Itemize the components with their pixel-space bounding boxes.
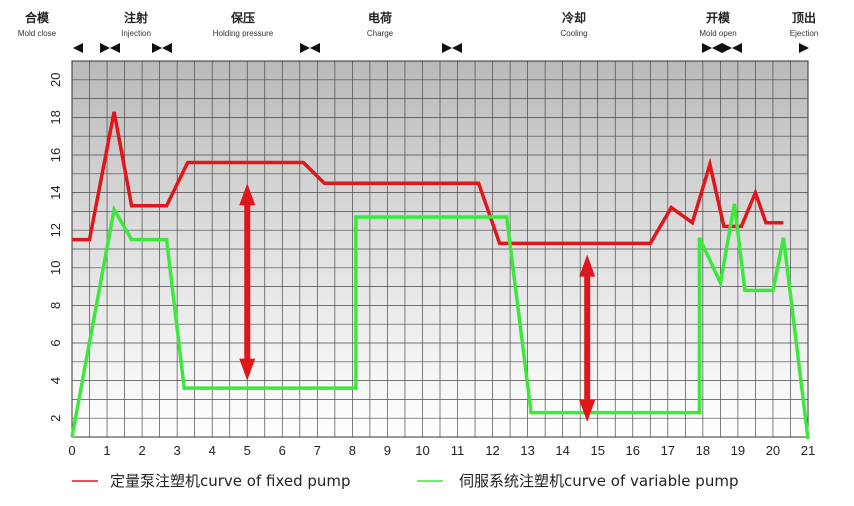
- x-tick-label: 9: [384, 443, 391, 458]
- x-tick-label: 10: [415, 443, 429, 458]
- phase-marker-bowtie-right: [110, 43, 120, 53]
- x-tick-label: 2: [138, 443, 145, 458]
- phase-label-en: Ejection: [790, 29, 818, 38]
- arrow-head-down: [579, 399, 596, 422]
- legend: 定量泵注塑机curve of fixed pump 伺服系统注塑机curve of…: [72, 472, 738, 490]
- double-arrow: [579, 254, 596, 422]
- phase-marker-bowtie-left: [722, 43, 732, 53]
- y-tick-label: 18: [48, 110, 63, 124]
- x-tick-label: 19: [731, 443, 745, 458]
- x-tick-label: 18: [696, 443, 710, 458]
- plot-border: [71, 60, 809, 438]
- series-group: [70, 111, 810, 440]
- y-tick-label: 16: [48, 148, 63, 162]
- x-tick-labels: 0 1 2 3 4 5 6 7 8 9 10 11 12 13 14 15 16 17 18 19 20 21: [68, 443, 815, 458]
- phase-label-cn: 开模: [706, 10, 731, 25]
- y-tick-label: 6: [48, 339, 63, 346]
- x-tick-label: 16: [626, 443, 640, 458]
- phase-marker-bowtie-right: [712, 43, 722, 53]
- x-tick-label: 11: [451, 443, 465, 458]
- legend-label: 伺服系统注塑机curve of variable pump: [459, 472, 738, 490]
- x-tick-label: 13: [520, 443, 534, 458]
- x-tick-label: 6: [279, 443, 286, 458]
- arrow-head-up: [239, 183, 256, 206]
- phase-label-en: Mold open: [699, 29, 736, 38]
- x-tick-label: 5: [244, 443, 251, 458]
- double-arrow: [239, 183, 256, 381]
- y-tick-label: 12: [48, 223, 63, 237]
- phase-marker-left: [73, 43, 83, 53]
- x-tick-label: 15: [590, 443, 604, 458]
- y-tick-label: 20: [48, 73, 63, 87]
- phase-marker-bowtie-left: [152, 43, 162, 53]
- phase-marker-bowtie-right: [162, 43, 172, 53]
- phase-label-cn: 合模: [25, 10, 50, 25]
- phase-label-en: Charge: [367, 29, 394, 38]
- arrow-shaft: [584, 274, 591, 402]
- fixed-pump-curve: [72, 111, 784, 246]
- x-tick-label: 1: [103, 443, 110, 458]
- arrow-head-up: [579, 254, 596, 277]
- phase-labels: 合模 Mold close 注射 Injection 保压 Holding pressur…: [18, 10, 818, 53]
- x-tick-label: 12: [485, 443, 499, 458]
- x-tick-label: 4: [209, 443, 216, 458]
- x-tick-label: 3: [174, 443, 181, 458]
- grid: [71, 60, 809, 438]
- legend-label: 定量泵注塑机curve of fixed pump: [110, 472, 351, 490]
- phase-marker-bowtie-left: [300, 43, 310, 53]
- phase-marker-bowtie-right: [452, 43, 462, 53]
- x-tick-label: 7: [314, 443, 321, 458]
- x-tick-label: 20: [766, 443, 780, 458]
- x-tick-label: 8: [349, 443, 356, 458]
- x-tick-label: 14: [555, 443, 569, 458]
- x-tick-label: 17: [661, 443, 675, 458]
- phase-marker-bowtie-right: [310, 43, 320, 53]
- y-tick-label: 2: [48, 415, 63, 422]
- phase-label-en: Holding pressure: [213, 29, 274, 38]
- phase-label-cn: 电荷: [368, 10, 392, 25]
- phase-label-en: Injection: [121, 29, 151, 38]
- x-tick-label: 0: [68, 443, 75, 458]
- y-tick-label: 4: [48, 377, 63, 384]
- arrow-shaft: [244, 203, 251, 361]
- y-tick-label: 8: [48, 302, 63, 309]
- phase-label-en: Mold close: [18, 29, 57, 38]
- phase-label-cn: 顶出: [792, 10, 816, 25]
- x-tick-label: 21: [801, 443, 815, 458]
- arrows-group: [239, 183, 596, 422]
- phase-label-cn: 冷却: [562, 10, 586, 25]
- phase-marker-bowtie-right: [732, 43, 742, 53]
- phase-label-en: Cooling: [560, 29, 587, 38]
- phase-marker-right: [799, 43, 809, 53]
- variable-pump-curve: [70, 203, 810, 440]
- phase-marker-bowtie-left: [100, 43, 110, 53]
- phase-marker-bowtie-left: [442, 43, 452, 53]
- y-tick-label: 14: [48, 185, 63, 199]
- phase-label-cn: 注射: [124, 10, 148, 25]
- phase-marker-bowtie-left: [702, 43, 712, 53]
- y-tick-labels: 2 4 6 8 10 12 14 16 18 20: [48, 73, 63, 422]
- arrow-head-down: [239, 358, 256, 381]
- phase-label-cn: 保压: [230, 10, 255, 25]
- y-tick-label: 10: [48, 261, 63, 275]
